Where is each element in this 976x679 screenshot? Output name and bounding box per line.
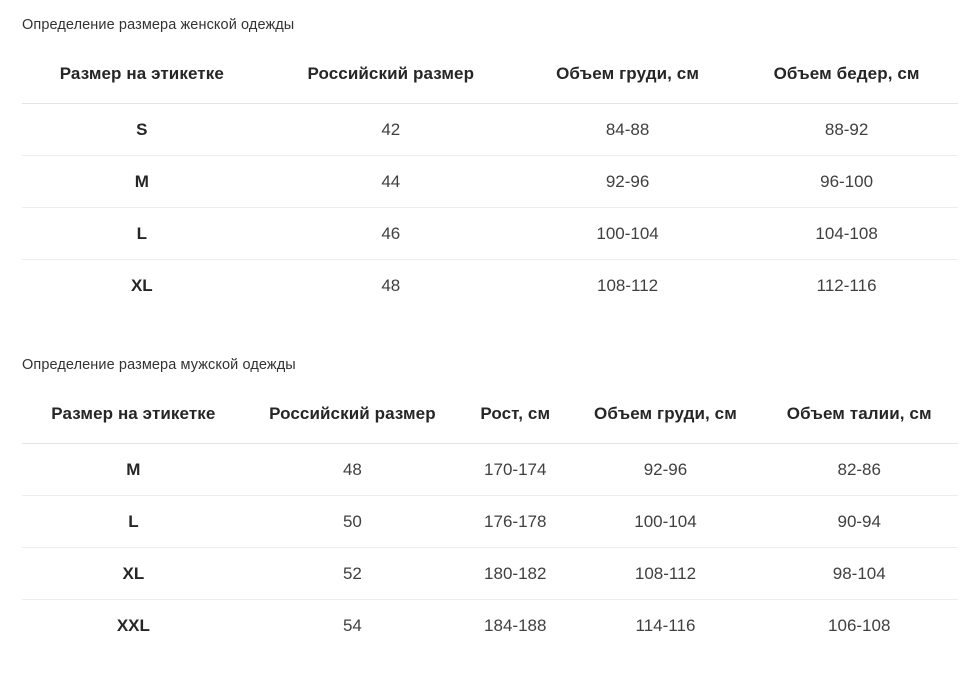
table-row: M 48 170-174 92-96 82-86 [22,443,958,496]
men-header-row: Размер на этикетке Российский размер Рос… [22,385,958,444]
table-cell-size: XXL [116,616,150,635]
column-header-label-size: Размер на этикетке [22,385,245,444]
table-cell: 114-116 [635,616,696,635]
column-header-russian-size: Российский размер [244,385,461,444]
table-cell: 184-188 [484,616,547,635]
women-size-section: Определение размера женской одежды Разме… [22,15,958,311]
table-cell-size: M [22,155,262,208]
table-cell-size: S [22,103,262,156]
table-row: M 44 92-96 96-100 [22,155,958,208]
men-size-section: Определение размера мужской одежды Разме… [22,355,958,651]
table-cell: 180-182 [460,547,571,600]
table-cell: 108-112 [597,276,659,295]
table-cell: 48 [244,443,461,496]
table-cell-size: XL [22,547,245,600]
table-cell: 52 [244,547,461,600]
table-cell: 84-88 [519,103,736,156]
column-header-height: Рост, см [460,385,571,444]
table-row: S 42 84-88 88-92 [22,103,958,156]
table-cell: 44 [261,155,520,208]
table-cell: 46 [261,207,520,260]
table-cell: 100-104 [519,207,736,260]
table-cell: 112-116 [816,276,877,295]
table-cell-size: XL [130,276,153,295]
table-cell: 170-174 [460,443,571,496]
table-cell: 50 [244,495,461,548]
column-header-label-size: Размер на этикетке [22,45,262,104]
table-row: XL 48 108-112 112-116 [22,260,958,312]
table-cell-size: L [22,495,245,548]
table-row: XL 52 180-182 108-112 98-104 [22,547,958,600]
table-cell: 176-178 [460,495,571,548]
table-row: L 46 100-104 104-108 [22,207,958,260]
table-cell: 82-86 [760,443,958,496]
column-header-waist: Объем талии, см [760,385,958,444]
column-header-chest: Объем груди, см [519,45,736,104]
table-cell: 108-112 [570,547,761,600]
table-cell: 106-108 [828,616,891,635]
table-cell: 88-92 [735,103,958,156]
table-cell: 92-96 [519,155,736,208]
table-row: L 50 176-178 100-104 90-94 [22,495,958,548]
table-cell: 42 [261,103,520,156]
men-table-title: Определение размера мужской одежды [22,357,296,373]
table-cell: 98-104 [760,547,958,600]
women-table-title: Определение размера женской одежды [22,17,295,33]
women-size-table: Размер на этикетке Российский размер Объ… [22,45,958,311]
women-header-row: Размер на этикетке Российский размер Объ… [22,45,958,104]
men-size-table: Размер на этикетке Российский размер Рос… [22,385,958,651]
table-cell: 96-100 [735,155,958,208]
column-header-chest: Объем груди, см [570,385,761,444]
table-cell-size: M [22,443,245,496]
table-cell: 104-108 [735,207,958,260]
column-header-hips: Объем бедер, см [735,45,958,104]
table-row: XXL 54 184-188 114-116 106-108 [22,600,958,652]
column-header-russian-size: Российский размер [261,45,520,104]
table-cell-size: L [22,207,262,260]
table-cell: 48 [381,276,401,295]
size-guide-page: Определение размера женской одежды Разме… [22,15,958,651]
table-cell: 90-94 [760,495,958,548]
table-cell: 100-104 [570,495,761,548]
table-cell: 92-96 [570,443,761,496]
table-cell: 54 [342,616,362,635]
